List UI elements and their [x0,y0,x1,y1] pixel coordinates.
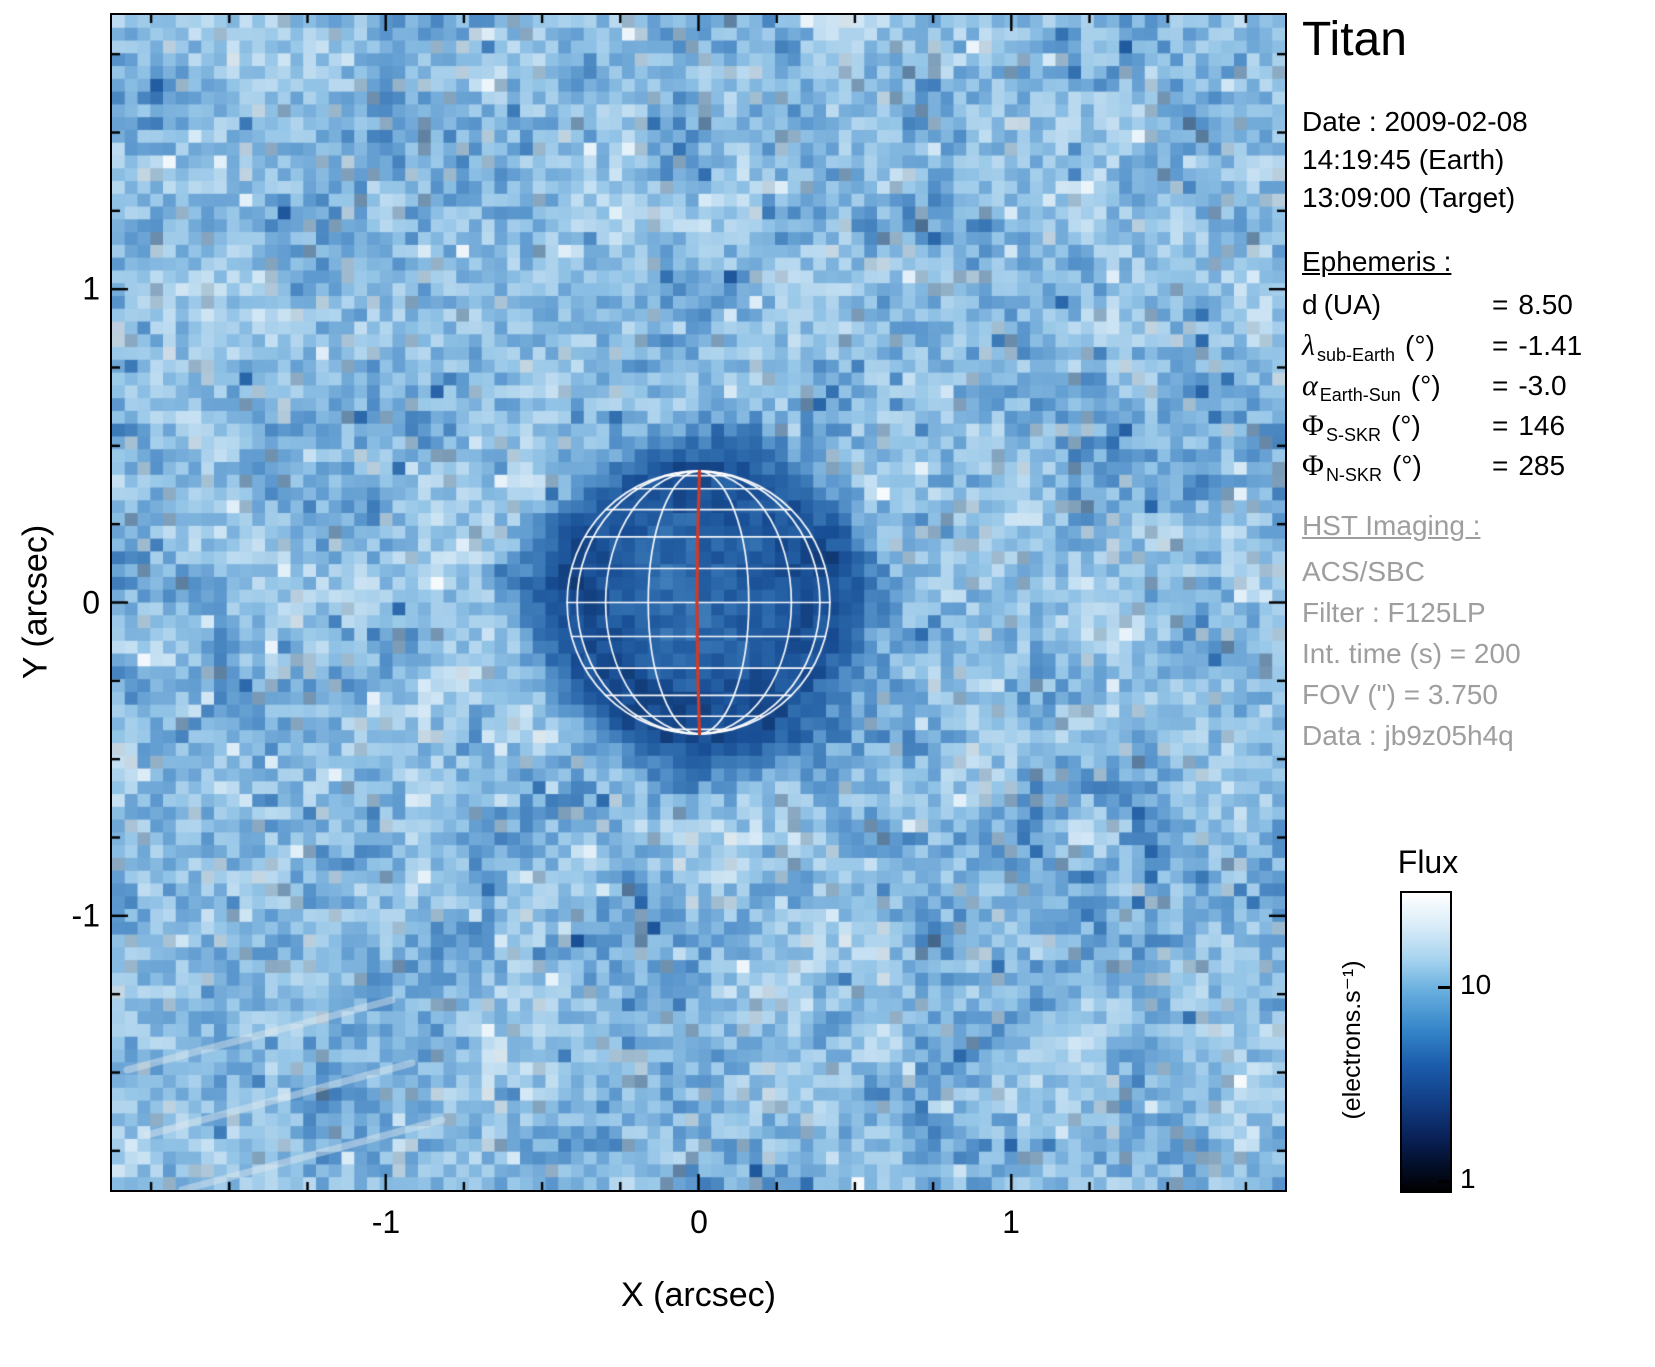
x-tick-label: -1 [371,1204,401,1240]
date-line: Date : 2009-02-08 [1302,106,1528,137]
ephemeris-row-sub-earth-latitude: λ sub-Earth (°) = -1.41 [1302,329,1582,369]
unit: (°) [1410,370,1441,401]
ephemeris-row-distance: d (UA) = 8.50 [1302,289,1582,329]
hst-imaging-block: ACS/SBC Filter : F125LP Int. time (s) = … [1302,551,1521,756]
data-id-line: Data : jb9z05h4q [1302,720,1514,751]
sky-image-canvas [112,15,1285,1190]
equals-sign: = [1492,410,1509,441]
instrument-line: ACS/SBC [1302,556,1425,587]
equals-sign: = [1492,289,1509,320]
earth-time-line: 14:19:45 (Earth) [1302,144,1505,175]
colorbar-tick-mark [1438,1180,1450,1183]
symbol: λ [1302,329,1315,362]
sky-image-plot [110,13,1287,1192]
equals-sign: = [1492,370,1509,401]
target-time-line: 13:09:00 (Target) [1302,182,1516,213]
colorbar-unit-label: (electrons.s⁻¹) [1338,960,1366,1120]
y-tick-label: -1 [71,897,100,934]
observation-date-block: Date : 2009-02-08 14:19:45 (Earth) 13:09… [1302,103,1528,217]
unit: (UA) [1323,289,1382,320]
colorbar-tick-mark [1438,986,1450,989]
colorbar-tick-label: 1 [1460,1163,1476,1194]
y-tick-label: 1 [82,270,100,307]
value: -3.0 [1518,370,1567,401]
equals-sign: = [1492,450,1509,481]
colorbar-gradient [1400,891,1452,1193]
ephemeris-heading: Ephemeris : [1302,246,1452,277]
y-axis-label: Y (arcsec) [16,524,55,680]
ephemeris-table: d (UA) = 8.50 λ sub-Earth (°) = -1.41 α Eart… [1302,289,1582,489]
int-time-line: Int. time (s) = 200 [1302,638,1521,669]
x-tick-label: 1 [1002,1204,1020,1240]
value: 8.50 [1518,289,1573,320]
ephemeris-row-n-skr: Φ N-SKR (°) = 285 [1302,449,1582,489]
symbol: d [1302,289,1318,320]
symbol: α [1302,369,1318,402]
x-tick-label: 0 [690,1204,708,1240]
x-axis-label: X (arcsec) [621,1276,776,1314]
page-title: Titan [1302,13,1407,66]
colorbar-tick-label: 10 [1460,969,1492,1000]
filter-line: Filter : F125LP [1302,597,1486,628]
equals-sign: = [1492,330,1509,361]
value: 146 [1518,410,1566,441]
ephemeris-row-s-skr: Φ S-SKR (°) = 146 [1302,409,1582,449]
fov-line: FOV (") = 3.750 [1302,679,1498,710]
value: 285 [1518,450,1566,481]
symbol-subscript: S-SKR [1325,425,1381,445]
symbol: Φ [1302,409,1324,442]
ephemeris-row-phase-angle: α Earth-Sun (°) = -3.0 [1302,369,1582,409]
y-tick-label: 0 [82,584,100,621]
symbol: Φ [1302,449,1324,482]
unit: (°) [1405,330,1435,361]
unit: (°) [1390,410,1421,441]
hst-imaging-heading: HST Imaging : [1302,510,1481,541]
value: -1.41 [1518,330,1583,361]
colorbar-title: Flux [1397,844,1459,880]
symbol-subscript: sub-Earth [1317,345,1396,365]
unit: (°) [1391,450,1422,481]
symbol-subscript: N-SKR [1325,465,1382,485]
symbol-subscript: Earth-Sun [1319,385,1401,405]
